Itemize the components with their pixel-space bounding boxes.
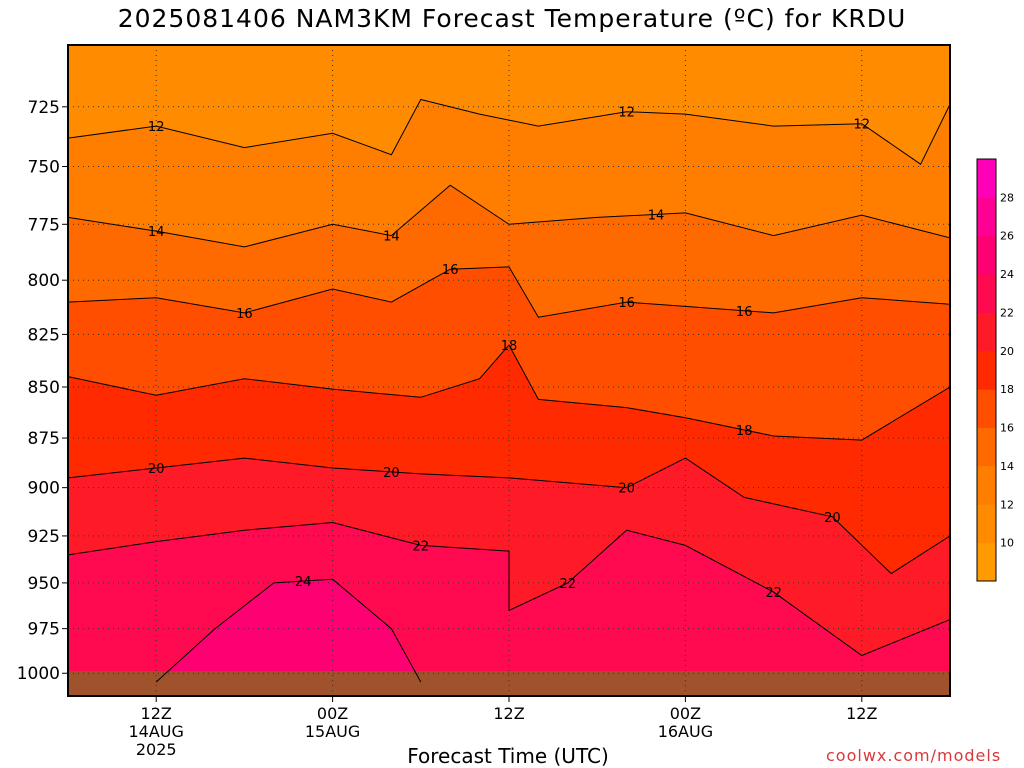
x-axis-label: Forecast Time (UTC)	[407, 744, 609, 768]
y-tick-label-975: 975	[28, 620, 60, 640]
chart-title: 2025081406 NAM3KM Forecast Temperature (…	[117, 4, 907, 33]
x-tick-label-15AUG: 15AUG	[305, 722, 360, 741]
colorbar-label-14: 14	[1000, 460, 1014, 473]
colorbar-frame	[976, 158, 997, 582]
colorbar-swatch	[977, 504, 996, 544]
colorbar-swatch	[977, 197, 996, 237]
isotherm-contours	[68, 98, 950, 683]
isotherm-label-12: 12	[148, 120, 165, 135]
isotherm-24	[155, 578, 422, 683]
x-tick-label-00Z: 00Z	[317, 704, 348, 723]
y-tick-label-775: 775	[28, 215, 60, 235]
isotherm-label-24: 24	[295, 575, 312, 590]
colorbar-swatch	[977, 389, 996, 429]
x-tick-label-14AUG: 14AUG	[128, 722, 183, 741]
y-axis: 725 750 775 800 825 850 875 900 925 950 975 1000	[17, 98, 68, 684]
isotherm-20	[68, 457, 950, 575]
y-tick-label-950: 950	[28, 574, 60, 594]
colorbar-label-10: 10	[1000, 537, 1014, 550]
isotherm-label-20: 20	[824, 511, 841, 526]
y-tick-label-925: 925	[28, 527, 60, 547]
x-tick-label-12Z: 12Z	[846, 704, 877, 723]
colorbar-label-28: 28	[1000, 191, 1014, 204]
y-tick-label-800: 800	[28, 271, 60, 291]
y-tick-label-850: 850	[28, 378, 60, 398]
isotherm-label-12: 12	[854, 118, 871, 133]
isotherm-18	[68, 344, 950, 441]
isotherm-label-18: 18	[736, 424, 753, 439]
surface-ground	[68, 671, 950, 696]
colorbar-swatch	[977, 465, 996, 505]
isotherm-label-18: 18	[501, 339, 518, 354]
surface-fill	[68, 671, 950, 696]
isotherm-label-14: 14	[148, 225, 165, 240]
colorbar-swatch	[977, 427, 996, 467]
x-tick-label-16AUG: 16AUG	[658, 722, 713, 741]
isotherm-label-16: 16	[618, 296, 635, 311]
credit-text: coolwx.com/models	[826, 746, 1002, 765]
isotherm-label-20: 20	[618, 482, 635, 497]
isotherm-labels: 12 12 12 14 14 14 16 16 16 16 18 18 20 20 20 20 22 22 22 24	[148, 106, 871, 601]
colorbar-label-12: 12	[1000, 498, 1014, 511]
isotherm-22	[68, 521, 950, 657]
isotherm-12	[68, 98, 950, 165]
colorbar-swatch	[977, 350, 996, 390]
isotherm-label-16: 16	[442, 263, 459, 278]
isotherm-label-20: 20	[148, 462, 165, 477]
colorbar-swatch	[977, 159, 996, 198]
x-tick-label-12Z: 12Z	[141, 704, 172, 723]
isotherm-label-22: 22	[765, 586, 782, 601]
isotherm-label-20: 20	[383, 466, 400, 481]
x-tick-label-12Z: 12Z	[493, 704, 524, 723]
colorbar-label-22: 22	[1000, 306, 1014, 319]
isotherm-label-22: 22	[560, 577, 577, 592]
isotherm-label-16: 16	[236, 307, 253, 322]
x-tick-label-00Z: 00Z	[670, 704, 701, 723]
colorbar-label-26: 26	[1000, 230, 1014, 243]
isotherm-label-14: 14	[648, 208, 665, 223]
isotherm-16	[68, 266, 950, 318]
y-tick-label-725: 725	[28, 98, 60, 118]
y-tick-label-1000: 1000	[17, 664, 60, 684]
isotherm-label-12: 12	[618, 106, 635, 121]
colorbar-label-24: 24	[1000, 268, 1014, 281]
band-24-26	[156, 579, 421, 696]
colorbar: 10 12 14 16 18 20 22 24 26 28	[976, 158, 1014, 582]
y-tick-label-900: 900	[28, 479, 60, 499]
colorbar-label-20: 20	[1000, 345, 1014, 358]
isotherm-14	[68, 184, 950, 248]
colorbar-swatch	[977, 542, 996, 582]
isotherm-label-14: 14	[383, 230, 400, 245]
y-tick-label-875: 875	[28, 429, 60, 449]
colorbar-swatch	[977, 235, 996, 275]
colorbar-swatch	[977, 312, 996, 352]
isotherm-label-22: 22	[413, 539, 430, 554]
x-tick-label-2025: 2025	[136, 740, 177, 759]
colorbar-label-16: 16	[1000, 422, 1014, 435]
y-tick-label-825: 825	[28, 325, 60, 345]
isotherm-label-16: 16	[736, 305, 753, 320]
colorbar-swatch	[977, 274, 996, 313]
y-tick-label-750: 750	[28, 158, 60, 178]
colorbar-label-18: 18	[1000, 383, 1014, 396]
